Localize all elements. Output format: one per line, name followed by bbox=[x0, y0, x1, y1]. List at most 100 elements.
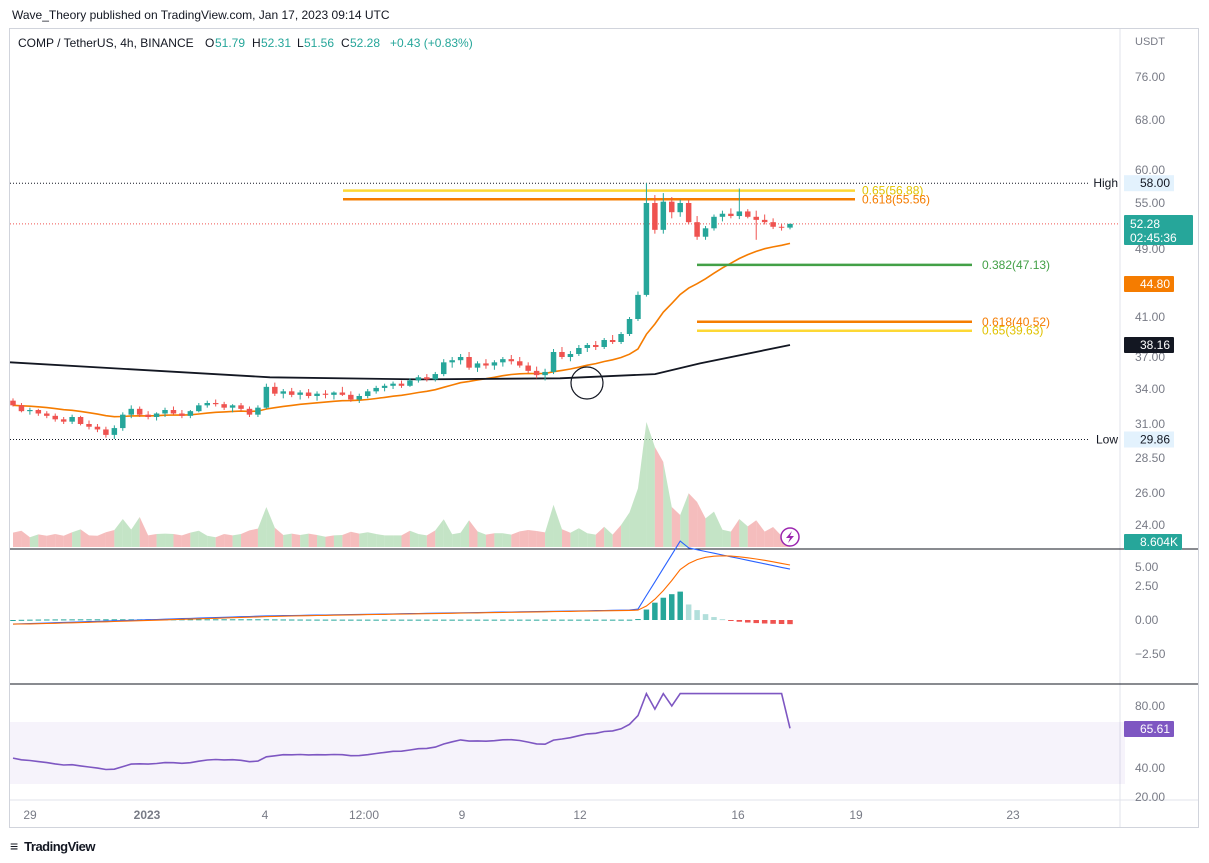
open-value: 51.79 bbox=[215, 36, 245, 50]
volume-bar bbox=[114, 519, 123, 547]
volume-bar bbox=[131, 517, 140, 547]
candle-body bbox=[381, 385, 388, 388]
volume-bar bbox=[460, 520, 470, 547]
volume-bar bbox=[29, 534, 39, 547]
macd-histogram-bar bbox=[280, 619, 287, 621]
volume-bar bbox=[80, 529, 90, 547]
volume-bar bbox=[173, 534, 182, 547]
candle-body bbox=[719, 213, 726, 217]
price-tick: 49.00 bbox=[1135, 242, 1165, 256]
time-tick: 9 bbox=[459, 808, 466, 822]
rsi-band bbox=[10, 722, 1125, 784]
volume-bar bbox=[55, 534, 64, 547]
rsi-value: 65.61 bbox=[1140, 722, 1170, 736]
volume-bar bbox=[604, 526, 613, 547]
price-tick: 28.50 bbox=[1135, 451, 1165, 465]
lightning-icon[interactable] bbox=[780, 527, 800, 547]
volume-bar bbox=[545, 504, 554, 547]
rsi-line bbox=[12, 691, 791, 771]
macd-histogram-bar bbox=[255, 619, 261, 621]
candle-body bbox=[483, 363, 489, 366]
symbol-label: COMP / TetherUS, 4h, BINANCE bbox=[18, 36, 194, 50]
price-tick: 34.00 bbox=[1135, 382, 1165, 396]
volume-bar bbox=[713, 511, 723, 547]
macd-histogram-bar bbox=[35, 619, 42, 621]
macd-histogram-bar bbox=[86, 619, 92, 621]
macd-histogram-bar bbox=[626, 619, 633, 621]
candle-body bbox=[618, 334, 624, 342]
volume-bar bbox=[72, 529, 81, 547]
time-tick: 16 bbox=[731, 808, 745, 822]
time-tick: 29 bbox=[23, 808, 37, 822]
candle-body bbox=[187, 411, 194, 416]
volume-bar bbox=[232, 534, 242, 547]
volume-bar bbox=[105, 530, 115, 547]
candle-body bbox=[491, 362, 498, 366]
macd-histogram-bar bbox=[263, 619, 270, 621]
candle-body bbox=[449, 360, 455, 363]
volume-bar bbox=[688, 493, 698, 547]
high-value: 52.31 bbox=[261, 36, 291, 50]
candle-body bbox=[263, 386, 270, 408]
volume-bar bbox=[528, 530, 537, 547]
volume-bar bbox=[266, 507, 275, 547]
volume-bar bbox=[46, 534, 56, 547]
volume-bar bbox=[300, 533, 309, 547]
macd-histogram-bar bbox=[694, 610, 700, 620]
time-tick: 12 bbox=[573, 808, 587, 822]
macd-histogram-bar bbox=[660, 597, 667, 620]
macd-histogram-bar bbox=[736, 620, 743, 622]
candle-body bbox=[542, 371, 548, 376]
macd-histogram-bar bbox=[390, 619, 396, 621]
macd-signal-line bbox=[12, 555, 791, 625]
high-tag-label: High bbox=[1093, 176, 1118, 190]
candle-body bbox=[44, 413, 50, 416]
candle-body bbox=[145, 414, 151, 417]
macd-histogram-bar bbox=[27, 619, 33, 621]
macd-histogram-bar bbox=[246, 619, 253, 621]
candle-body bbox=[86, 424, 92, 427]
sma-line bbox=[9, 344, 791, 381]
macd-histogram-bar bbox=[398, 619, 405, 621]
macd-histogram-bar bbox=[550, 619, 557, 621]
candle-body bbox=[398, 383, 405, 386]
price-tick: 26.00 bbox=[1135, 486, 1165, 500]
volume-bar bbox=[426, 530, 436, 547]
macd-histogram-bar bbox=[508, 619, 515, 621]
volume-bar bbox=[207, 535, 216, 547]
candle-body bbox=[221, 404, 227, 408]
candle-body bbox=[77, 417, 84, 424]
volume-bar bbox=[722, 529, 731, 547]
volume-bar bbox=[241, 530, 250, 547]
candle-body bbox=[516, 361, 523, 366]
volume-bar bbox=[21, 530, 30, 547]
low-tag-bg bbox=[1088, 431, 1118, 448]
price-tick: 68.00 bbox=[1135, 113, 1165, 127]
price-tick: 31.00 bbox=[1135, 417, 1165, 431]
candle-body bbox=[576, 348, 582, 354]
candle-body bbox=[246, 408, 253, 415]
macd-histogram-bar bbox=[787, 620, 793, 625]
volume-bar bbox=[325, 535, 334, 547]
macd-histogram-bar bbox=[533, 619, 540, 621]
candle-body bbox=[457, 357, 464, 361]
candle-body bbox=[778, 226, 785, 228]
volume-bar bbox=[654, 447, 664, 547]
volume-bar bbox=[443, 519, 453, 547]
macd-histogram-bar bbox=[457, 619, 464, 621]
volume-bar bbox=[165, 533, 174, 547]
fib-level-label: 0.382(47.13) bbox=[982, 258, 1050, 272]
volume-bar bbox=[680, 493, 689, 547]
candle-body bbox=[229, 405, 236, 408]
macd-histogram-bar bbox=[474, 619, 481, 621]
volume-bar bbox=[756, 520, 765, 547]
legend-line: COMP / TetherUS, 4h, BINANCE O 51.79 H 5… bbox=[18, 36, 473, 50]
macd-histogram-bar bbox=[635, 619, 641, 621]
candle-body bbox=[356, 396, 363, 400]
macd-histogram-bar bbox=[559, 619, 565, 621]
volume-bar bbox=[637, 422, 647, 547]
candle-body bbox=[314, 393, 320, 396]
low-label: L bbox=[297, 36, 304, 50]
candle-body bbox=[474, 363, 481, 368]
